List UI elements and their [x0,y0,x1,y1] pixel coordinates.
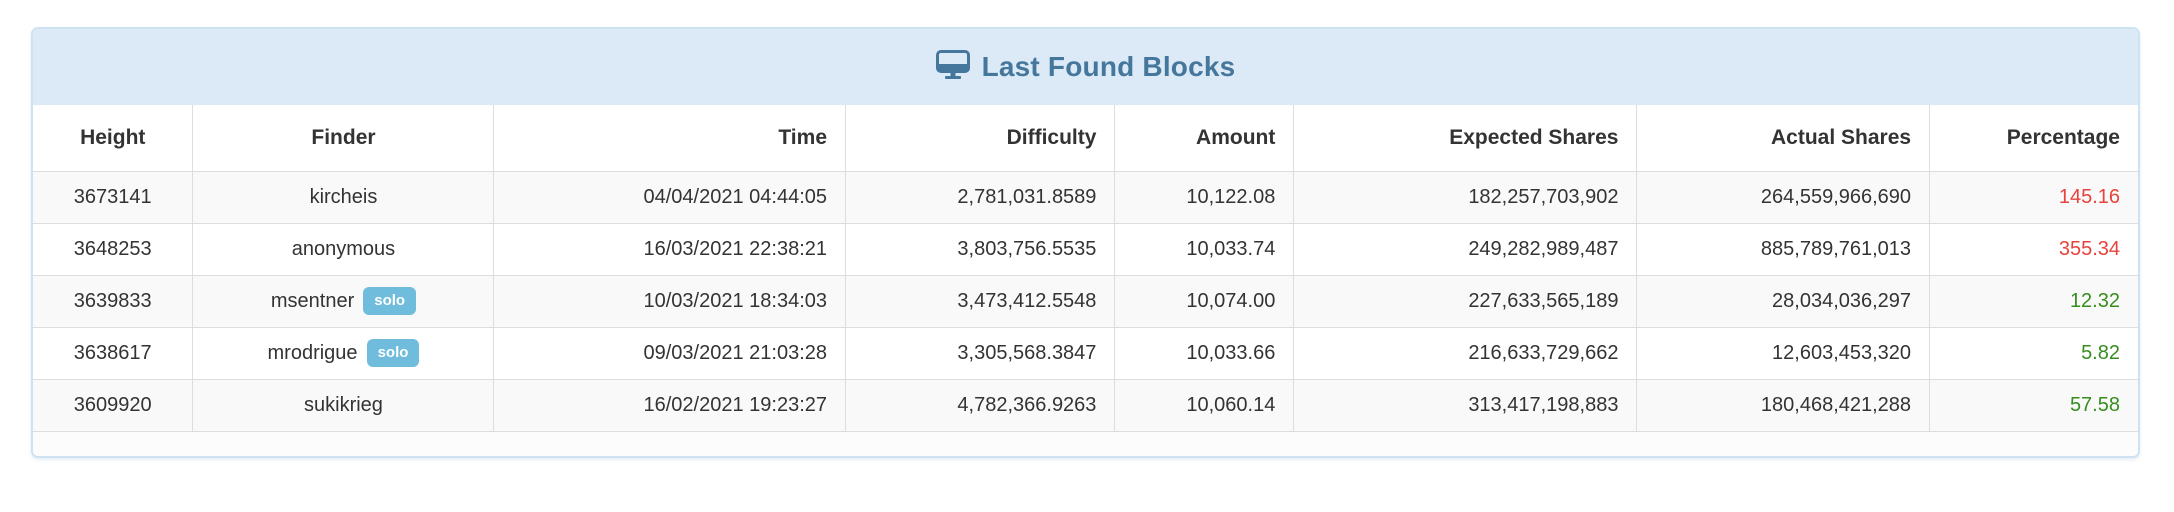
cell-difficulty: 3,473,412.5548 [844,274,1116,328]
finder-name: sukikrieg [304,393,383,416]
cell-amount: 10,122.08 [1114,170,1295,224]
cell-finder: sukikrieg [192,378,495,432]
cell-height: 3609920 [33,378,194,432]
cell-time: 09/03/2021 21:03:28 [493,326,846,380]
cell-time: 10/03/2021 18:34:03 [493,274,846,328]
table-body: 3673141 kircheis 04/04/2021 04:44:05 2,781,… [33,170,2138,432]
cell-expected_shares: 249,282,989,487 [1293,222,1638,276]
table-header: Height Finder Time Difficulty Amount Expected… [33,105,2138,172]
finder-name: mrodrigue [267,342,358,364]
column-header-expected_shares: Expected Shares [1293,105,1638,172]
cell-height: 3673141 [33,170,194,224]
panel-heading: Last Found Blocks [33,29,2138,105]
cell-height: 3648253 [33,222,194,276]
table-row: 3648253 anonymous 16/03/2021 22:38:21 3,803… [33,222,2138,276]
table-row: 3638617 mrodrigue solo 09/03/2021 21:03:28 3… [33,326,2138,380]
last-found-blocks-table: Height Finder Time Difficulty Amount Expected… [33,105,2138,432]
cell-percentage: 145.16 [1929,170,2138,224]
table-row: 3609920 sukikrieg 16/02/2021 19:23:27 4,782… [33,378,2138,432]
cell-height: 3639833 [33,274,194,328]
cell-finder: anonymous [192,222,495,276]
cell-percentage: 57.58 [1929,378,2138,432]
cell-amount: 10,033.74 [1114,222,1295,276]
table-row: 3639833 msentner solo 10/03/2021 18:34:03 3,… [33,274,2138,328]
cell-amount: 10,074.00 [1114,274,1295,328]
solo-badge: solo [366,339,420,367]
cell-expected_shares: 182,257,703,902 [1293,170,1638,224]
column-header-amount: Amount [1114,105,1295,172]
cell-amount: 10,060.14 [1114,378,1295,432]
cell-actual_shares: 180,468,421,288 [1636,378,1931,432]
cell-expected_shares: 313,417,198,883 [1293,378,1638,432]
cell-height: 3638617 [33,326,194,380]
cell-time: 04/04/2021 04:44:05 [493,170,846,224]
column-header-actual_shares: Actual Shares [1636,105,1931,172]
cell-finder: msentner solo [192,274,495,328]
finder-name: anonymous [291,237,396,260]
cell-percentage: 5.82 [1929,326,2138,380]
cell-percentage: 355.34 [1929,222,2138,276]
finder-name: kircheis [309,185,378,208]
column-header-finder: Finder [192,105,495,172]
cell-expected_shares: 216,633,729,662 [1293,326,1638,380]
cell-actual_shares: 12,603,453,320 [1636,326,1931,380]
cell-difficulty: 2,781,031.8589 [844,170,1116,224]
cell-difficulty: 4,782,366.9263 [844,378,1116,432]
column-header-height: Height [33,105,194,172]
column-header-difficulty: Difficulty [844,105,1116,172]
cell-finder: mrodrigue solo [192,326,495,380]
cell-finder: kircheis [192,170,495,224]
cell-actual_shares: 885,789,761,013 [1636,222,1931,276]
table-header-row: Height Finder Time Difficulty Amount Expected… [33,105,2138,172]
panel-title: Last Found Blocks [981,51,1236,82]
last-found-blocks-panel: Last Found Blocks Height Finder Time Diffic… [31,27,2140,458]
column-header-percentage: Percentage [1929,105,2138,172]
cell-actual_shares: 264,559,966,690 [1636,170,1931,224]
finder-name: msentner [270,290,355,312]
cell-percentage: 12.32 [1929,274,2138,328]
cell-expected_shares: 227,633,565,189 [1293,274,1638,328]
column-header-time: Time [493,105,846,172]
cell-amount: 10,033.66 [1114,326,1295,380]
cell-time: 16/03/2021 22:38:21 [493,222,846,276]
cell-difficulty: 3,803,756.5535 [844,222,1116,276]
table-row: 3673141 kircheis 04/04/2021 04:44:05 2,781,… [33,170,2138,224]
cell-difficulty: 3,305,568.3847 [844,326,1116,380]
solo-badge: solo [363,287,417,315]
desktop-monitor-icon [935,49,970,85]
panel-footer [33,431,2138,456]
cell-actual_shares: 28,034,036,297 [1636,274,1931,328]
cell-time: 16/02/2021 19:23:27 [493,378,846,432]
